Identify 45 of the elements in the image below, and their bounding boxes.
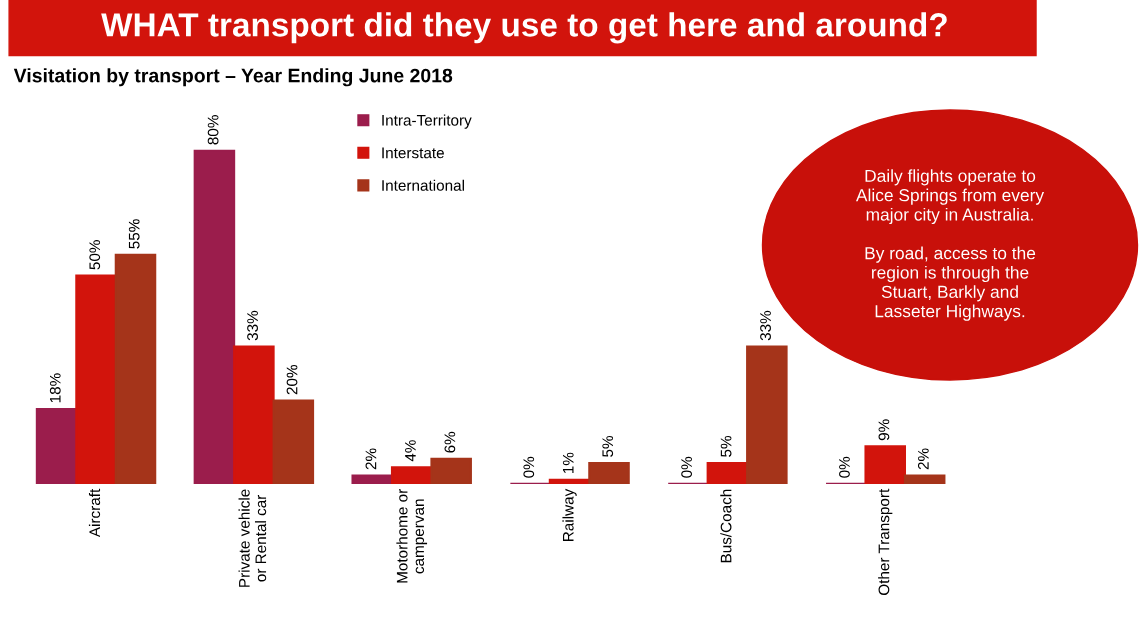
x-tick-label: Other Transport xyxy=(878,488,893,596)
data-label: 55% xyxy=(128,219,140,249)
bar xyxy=(903,474,946,484)
data-label: 0% xyxy=(523,456,535,478)
chart-subtitle: Visitation by transport – Year Ending June 2018 xyxy=(13,68,453,87)
x-tick-label: Railway xyxy=(562,488,577,541)
bar xyxy=(193,149,236,484)
bar xyxy=(864,445,906,484)
legend-label: Intra-Territory xyxy=(382,114,472,129)
x-tick-label: Bus/Coach xyxy=(720,489,732,563)
data-label: 18% xyxy=(49,373,61,403)
x-tick-label: Aircraft xyxy=(88,488,101,538)
data-label: 6% xyxy=(444,431,456,453)
bar xyxy=(746,345,788,484)
legend-label: Interstate xyxy=(382,147,444,159)
data-label: 0% xyxy=(839,456,850,478)
data-label: 33% xyxy=(760,310,771,341)
text: Daily flights operate to Alice Springs from every major city in Australia. By road, access to the region is through the Stuart, Barkly and Lasseter Highways. xyxy=(855,169,1045,321)
data-label: 2% xyxy=(365,448,377,470)
data-label: 9% xyxy=(878,419,890,441)
bar xyxy=(390,466,433,484)
data-label: 1% xyxy=(562,452,574,474)
bar xyxy=(272,399,315,484)
legend-label: International xyxy=(382,179,464,191)
data-label: 33% xyxy=(247,310,258,341)
bar xyxy=(351,474,394,484)
bar xyxy=(430,457,472,484)
data-label: 50% xyxy=(89,240,101,270)
bar xyxy=(233,345,275,484)
bar xyxy=(588,462,630,484)
data-label: 0% xyxy=(681,456,693,478)
bar xyxy=(706,462,749,484)
bar xyxy=(35,407,78,484)
x-tick-label: Motorhome or campervan xyxy=(396,489,428,583)
bar xyxy=(548,478,591,484)
data-label: 5% xyxy=(720,435,732,457)
data-label: 4% xyxy=(405,440,416,462)
bar xyxy=(75,274,117,484)
data-label: 2% xyxy=(917,448,929,470)
data-label: 5% xyxy=(602,435,614,457)
data-label: 80% xyxy=(207,115,219,145)
data-label: 20% xyxy=(286,365,298,395)
bar xyxy=(114,253,157,484)
x-tick-label: Private vehicle or Rental car xyxy=(238,489,267,587)
chart-title: WHAT transport did they use to get here and around? xyxy=(101,12,947,44)
